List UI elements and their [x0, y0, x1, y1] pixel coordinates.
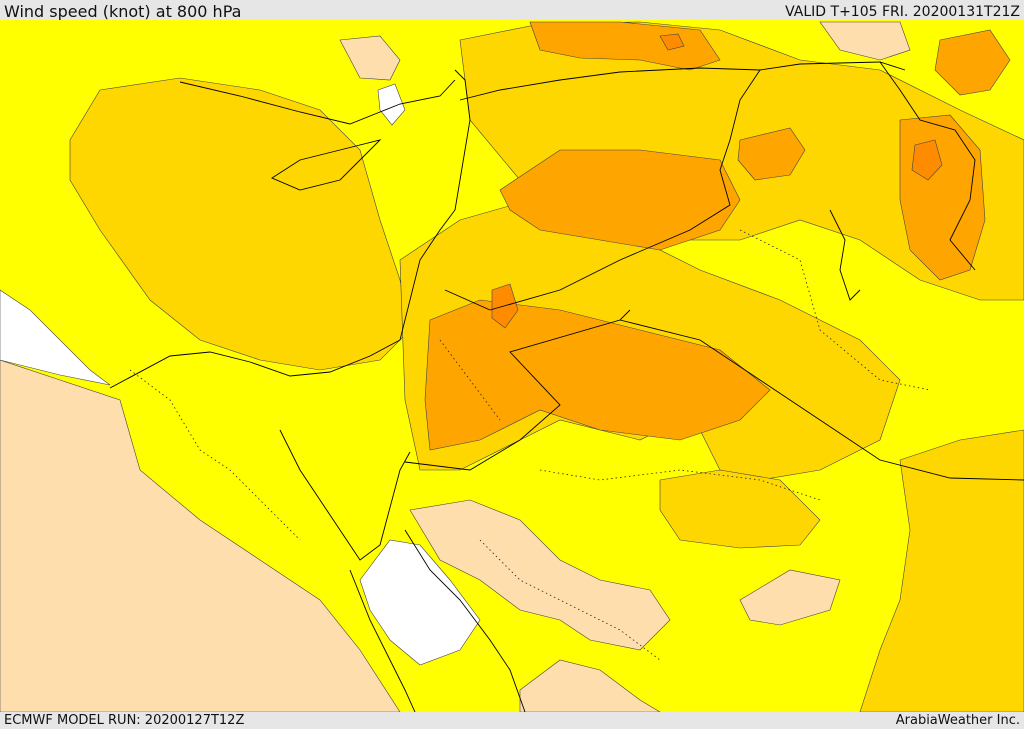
coastline-red-sea-west: [349, 569, 416, 712]
boundary-dotted-south: [479, 539, 661, 661]
boundary-dotted-egypt: [129, 369, 301, 541]
wind-field-strong-iraq: [737, 127, 806, 181]
wind-field-calm-west: [0, 289, 111, 386]
wind-field-calm-redsea: [359, 539, 481, 666]
wind-field-strong-syria: [499, 149, 741, 251]
wind-field-calm-north: [377, 83, 406, 126]
wind-speed-map: [0, 20, 1024, 712]
wind-field-light-south: [519, 659, 661, 712]
borders-layer: [109, 61, 1024, 712]
border-syria-iraq: [489, 69, 761, 311]
boundary-dotted-levant: [439, 339, 501, 421]
wind-field-very-strong-turkey: [659, 33, 685, 51]
wind-field-fresh-gulf: [659, 469, 821, 549]
coastline-persian-gulf: [829, 209, 861, 301]
wind-field-fresh-southeast: [859, 429, 1024, 712]
wind-field-light-ne: [819, 21, 911, 61]
footer-bar: ECMWF MODEL RUN: 20200127T12Z ArabiaWeat…: [0, 712, 1024, 729]
wind-field-very-strong-iran: [911, 139, 943, 181]
wind-field-strong-ne: [934, 29, 1011, 96]
wind-field-strong-jordan: [424, 299, 771, 451]
wind-field-light-southwest: [0, 359, 401, 712]
boundary-dotted-iraq: [739, 229, 931, 391]
border-levant-coast: [444, 289, 491, 311]
coastline-turkey-south: [179, 79, 456, 125]
wind-field-light-east: [739, 569, 841, 626]
model-run-label: ECMWF MODEL RUN: 20200127T12Z: [4, 713, 245, 728]
wind-field-light-saudi: [409, 499, 671, 651]
coastline-north-africa: [109, 69, 471, 389]
coastline-suez-redsea: [279, 429, 411, 561]
island-cyprus: [271, 139, 382, 191]
border-iraq-saudi: [619, 319, 1024, 481]
wind-field-strong-turkey: [529, 21, 721, 71]
border-jordan-saudi: [404, 309, 631, 471]
boundary-dotted-saudi-north: [539, 469, 821, 501]
credit-label: ArabiaWeather Inc.: [895, 713, 1020, 728]
wind-field-light-north: [339, 35, 401, 81]
map-canvas: [0, 20, 1024, 712]
header-bar: Wind speed (knot) at 800 hPa VALID T+105…: [0, 0, 1024, 21]
internal-boundaries-layer: [129, 229, 931, 661]
coastline-red-sea-east: [404, 529, 526, 712]
valid-time: VALID T+105 FRI. 20200131T21Z: [785, 4, 1020, 20]
map-title: Wind speed (knot) at 800 hPa: [4, 2, 242, 21]
border-iraq-iran: [879, 61, 976, 271]
border-turkey-syria: [459, 61, 906, 101]
